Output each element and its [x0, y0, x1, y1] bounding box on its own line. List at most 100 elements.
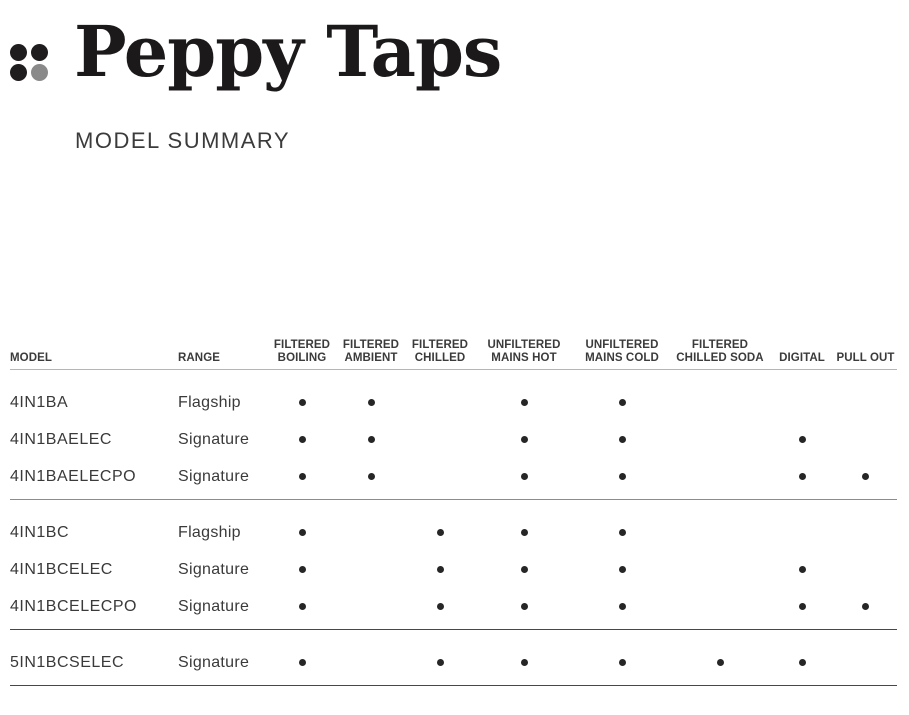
feature-dot-icon	[436, 603, 444, 610]
feature-cell-filtered-chilled	[406, 603, 474, 610]
range-name: Flagship	[178, 393, 241, 411]
feature-dot-icon	[298, 399, 306, 406]
feature-cell-unfiltered-mains-hot	[474, 659, 574, 666]
feature-cell-pull-out	[834, 473, 897, 480]
feature-cell-filtered-ambient	[336, 473, 406, 480]
column-header-filtered-ambient: FILTERED AMBIENT	[342, 338, 400, 365]
feature-cell-filtered-boiling	[268, 399, 336, 406]
feature-dot-icon	[618, 566, 626, 573]
feature-cell-digital	[770, 473, 834, 480]
logo-dot-icon	[31, 64, 48, 81]
model-name: 4IN1BA	[10, 393, 69, 411]
feature-dot-icon	[298, 529, 306, 536]
feature-cell-digital	[770, 603, 834, 610]
model-summary-table: MODEL RANGE FILTERED BOILING FILTERED AMBIE…	[10, 322, 897, 686]
feature-cell-unfiltered-mains-cold	[574, 436, 670, 443]
feature-cell-filtered-boiling	[268, 436, 336, 443]
feature-dot-icon	[298, 659, 306, 666]
feature-cell-filtered-boiling	[268, 603, 336, 610]
feature-cell-filtered-ambient	[336, 399, 406, 406]
feature-cell-unfiltered-mains-hot	[474, 436, 574, 443]
feature-dot-icon	[298, 566, 306, 573]
feature-dot-icon	[618, 659, 626, 666]
table-row: 4IN1BCELECPO Signature	[10, 588, 897, 625]
table-row: 5IN1BCSELEC Signature	[10, 644, 897, 681]
range-name: Signature	[178, 430, 250, 448]
feature-cell-unfiltered-mains-cold	[574, 529, 670, 536]
column-header-unfiltered-mains-cold: UNFILTERED MAINS COLD	[585, 338, 659, 365]
column-header-range: RANGE	[178, 352, 221, 365]
feature-cell-filtered-chilled-soda	[670, 659, 770, 666]
feature-cell-filtered-chilled	[406, 529, 474, 536]
feature-dot-icon	[520, 399, 528, 406]
feature-dot-icon	[436, 566, 444, 573]
feature-dot-icon	[618, 603, 626, 610]
range-name: Signature	[178, 467, 250, 485]
column-header-filtered-chilled-soda: FILTERED CHILLED SODA	[676, 338, 764, 365]
feature-dot-icon	[798, 473, 806, 480]
feature-dot-icon	[618, 529, 626, 536]
range-name: Signature	[178, 597, 250, 615]
feature-cell-unfiltered-mains-cold	[574, 473, 670, 480]
feature-cell-unfiltered-mains-cold	[574, 659, 670, 666]
feature-dot-icon	[618, 436, 626, 443]
feature-dot-icon	[798, 436, 806, 443]
feature-cell-unfiltered-mains-hot	[474, 399, 574, 406]
feature-dot-icon	[520, 659, 528, 666]
feature-cell-unfiltered-mains-cold	[574, 566, 670, 573]
feature-dot-icon	[367, 473, 375, 480]
table-body: 4IN1BA Flagship 4IN1BAELEC Signature 4IN1BAE…	[10, 370, 897, 686]
model-name: 5IN1BCSELEC	[10, 653, 124, 671]
feature-cell-filtered-boiling	[268, 566, 336, 573]
model-name: 4IN1BC	[10, 523, 70, 541]
table-row: 4IN1BAELEC Signature	[10, 421, 897, 458]
page-title: Peppy Taps	[74, 10, 502, 93]
feature-cell-filtered-chilled	[406, 566, 474, 573]
model-name: 4IN1BAELEC	[10, 430, 112, 448]
column-header-pull-out: PULL OUT	[836, 352, 895, 365]
feature-dot-icon	[520, 603, 528, 610]
feature-dot-icon	[618, 473, 626, 480]
feature-cell-unfiltered-mains-cold	[574, 603, 670, 610]
feature-cell-digital	[770, 436, 834, 443]
feature-dot-icon	[716, 659, 724, 666]
feature-cell-unfiltered-mains-hot	[474, 529, 574, 536]
column-header-model: MODEL	[10, 352, 53, 365]
feature-dot-icon	[298, 473, 306, 480]
table-group-1: 4IN1BA Flagship 4IN1BAELEC Signature 4IN1BAE…	[10, 370, 897, 500]
logo-dot-icon	[10, 44, 27, 61]
feature-cell-digital	[770, 659, 834, 666]
range-name: Signature	[178, 560, 250, 578]
column-header-filtered-boiling: FILTERED BOILING	[273, 338, 331, 365]
page-subtitle: MODEL SUMMARY	[75, 128, 291, 153]
table-row: 4IN1BA Flagship	[10, 384, 897, 421]
feature-dot-icon	[436, 529, 444, 536]
column-header-unfiltered-mains-hot: UNFILTERED MAINS HOT	[487, 338, 561, 365]
feature-cell-unfiltered-mains-hot	[474, 473, 574, 480]
feature-cell-digital	[770, 566, 834, 573]
feature-cell-pull-out	[834, 603, 897, 610]
table-group-3: 5IN1BCSELEC Signature	[10, 630, 897, 686]
feature-dot-icon	[367, 436, 375, 443]
feature-cell-filtered-boiling	[268, 473, 336, 480]
model-name: 4IN1BCELEC	[10, 560, 113, 578]
logo-dot-icon	[10, 64, 27, 81]
feature-dot-icon	[520, 473, 528, 480]
feature-dot-icon	[862, 603, 869, 610]
feature-dot-icon	[520, 529, 528, 536]
feature-dot-icon	[798, 566, 806, 573]
feature-dot-icon	[798, 603, 806, 610]
feature-dot-icon	[618, 399, 626, 406]
feature-dot-icon	[862, 473, 869, 480]
table-row: 4IN1BAELECPO Signature	[10, 458, 897, 495]
logo-dot-icon	[31, 44, 48, 61]
table-row: 4IN1BC Flagship	[10, 514, 897, 551]
feature-cell-filtered-ambient	[336, 436, 406, 443]
range-name: Signature	[178, 653, 250, 671]
model-name: 4IN1BAELECPO	[10, 467, 137, 485]
feature-dot-icon	[520, 436, 528, 443]
feature-dot-icon	[367, 399, 375, 406]
feature-cell-unfiltered-mains-cold	[574, 399, 670, 406]
feature-cell-filtered-chilled	[406, 659, 474, 666]
range-name: Flagship	[178, 523, 241, 541]
